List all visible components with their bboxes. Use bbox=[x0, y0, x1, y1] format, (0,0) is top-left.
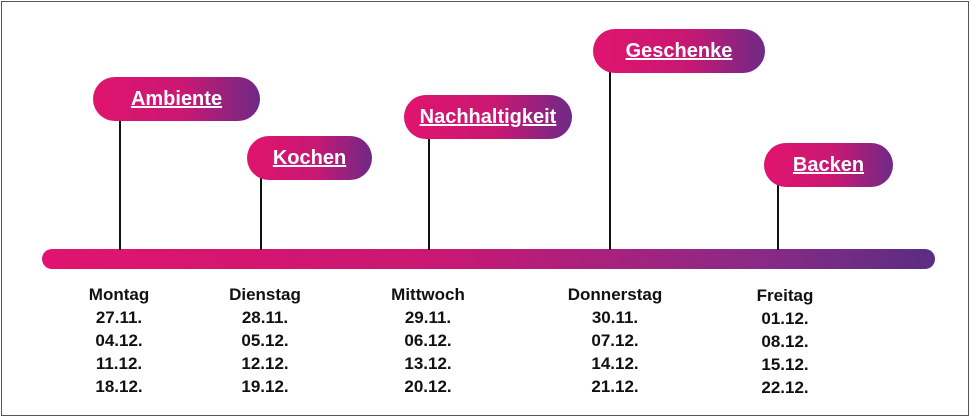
day-date: 14.12. bbox=[591, 354, 639, 373]
day-date: 29.11. bbox=[404, 308, 452, 327]
day-date: 13.12. bbox=[404, 354, 452, 373]
day-date: 27.11. bbox=[95, 308, 143, 327]
day-tuesday: Dienstag 28.11. 05.12. 12.12. 19.12. bbox=[195, 283, 335, 398]
topic-backen-link[interactable]: Backen bbox=[764, 143, 893, 187]
day-date: 01.12. bbox=[761, 309, 809, 328]
day-monday: Montag 27.11. 04.12. 11.12. 18.12. bbox=[49, 283, 189, 398]
day-date: 20.12. bbox=[404, 377, 452, 396]
stem-ambiente bbox=[119, 112, 121, 250]
day-date: 15.12. bbox=[761, 355, 809, 374]
day-date: 06.12. bbox=[404, 331, 452, 350]
day-date: 05.12. bbox=[241, 331, 289, 350]
day-date: 04.12. bbox=[95, 331, 143, 350]
day-date: 30.11. bbox=[591, 308, 639, 327]
day-date: 08.12. bbox=[761, 332, 809, 351]
day-date: 11.12. bbox=[95, 354, 143, 373]
day-name: Freitag bbox=[756, 286, 814, 305]
day-date: 22.12. bbox=[761, 378, 809, 397]
topic-ambiente-link[interactable]: Ambiente bbox=[93, 77, 260, 121]
topic-nachhaltigkeit-link[interactable]: Nachhaltigkeit bbox=[404, 95, 572, 139]
day-date: 21.12. bbox=[591, 377, 639, 396]
day-date: 07.12. bbox=[591, 331, 639, 350]
stem-nachhaltigkeit bbox=[428, 130, 430, 250]
stem-backen bbox=[777, 180, 779, 250]
day-date: 18.12. bbox=[95, 377, 143, 396]
day-wednesday: Mittwoch 29.11. 06.12. 13.12. 20.12. bbox=[358, 283, 498, 398]
day-name: Dienstag bbox=[229, 285, 301, 304]
day-name: Donnerstag bbox=[567, 285, 663, 304]
stem-geschenke bbox=[609, 66, 611, 250]
day-date: 19.12. bbox=[241, 377, 289, 396]
day-date: 12.12. bbox=[241, 354, 289, 373]
topic-kochen-link[interactable]: Kochen bbox=[247, 136, 372, 180]
timeline-axis bbox=[42, 249, 935, 269]
stem-kochen bbox=[260, 170, 262, 250]
day-date: 28.11. bbox=[241, 308, 289, 327]
day-thursday: Donnerstag 30.11. 07.12. 14.12. 21.12. bbox=[545, 283, 685, 398]
day-friday: Freitag 01.12. 08.12. 15.12. 22.12. bbox=[715, 284, 855, 399]
topic-geschenke-link[interactable]: Geschenke bbox=[593, 29, 765, 73]
day-name: Mittwoch bbox=[391, 285, 465, 304]
day-name: Montag bbox=[88, 285, 150, 304]
